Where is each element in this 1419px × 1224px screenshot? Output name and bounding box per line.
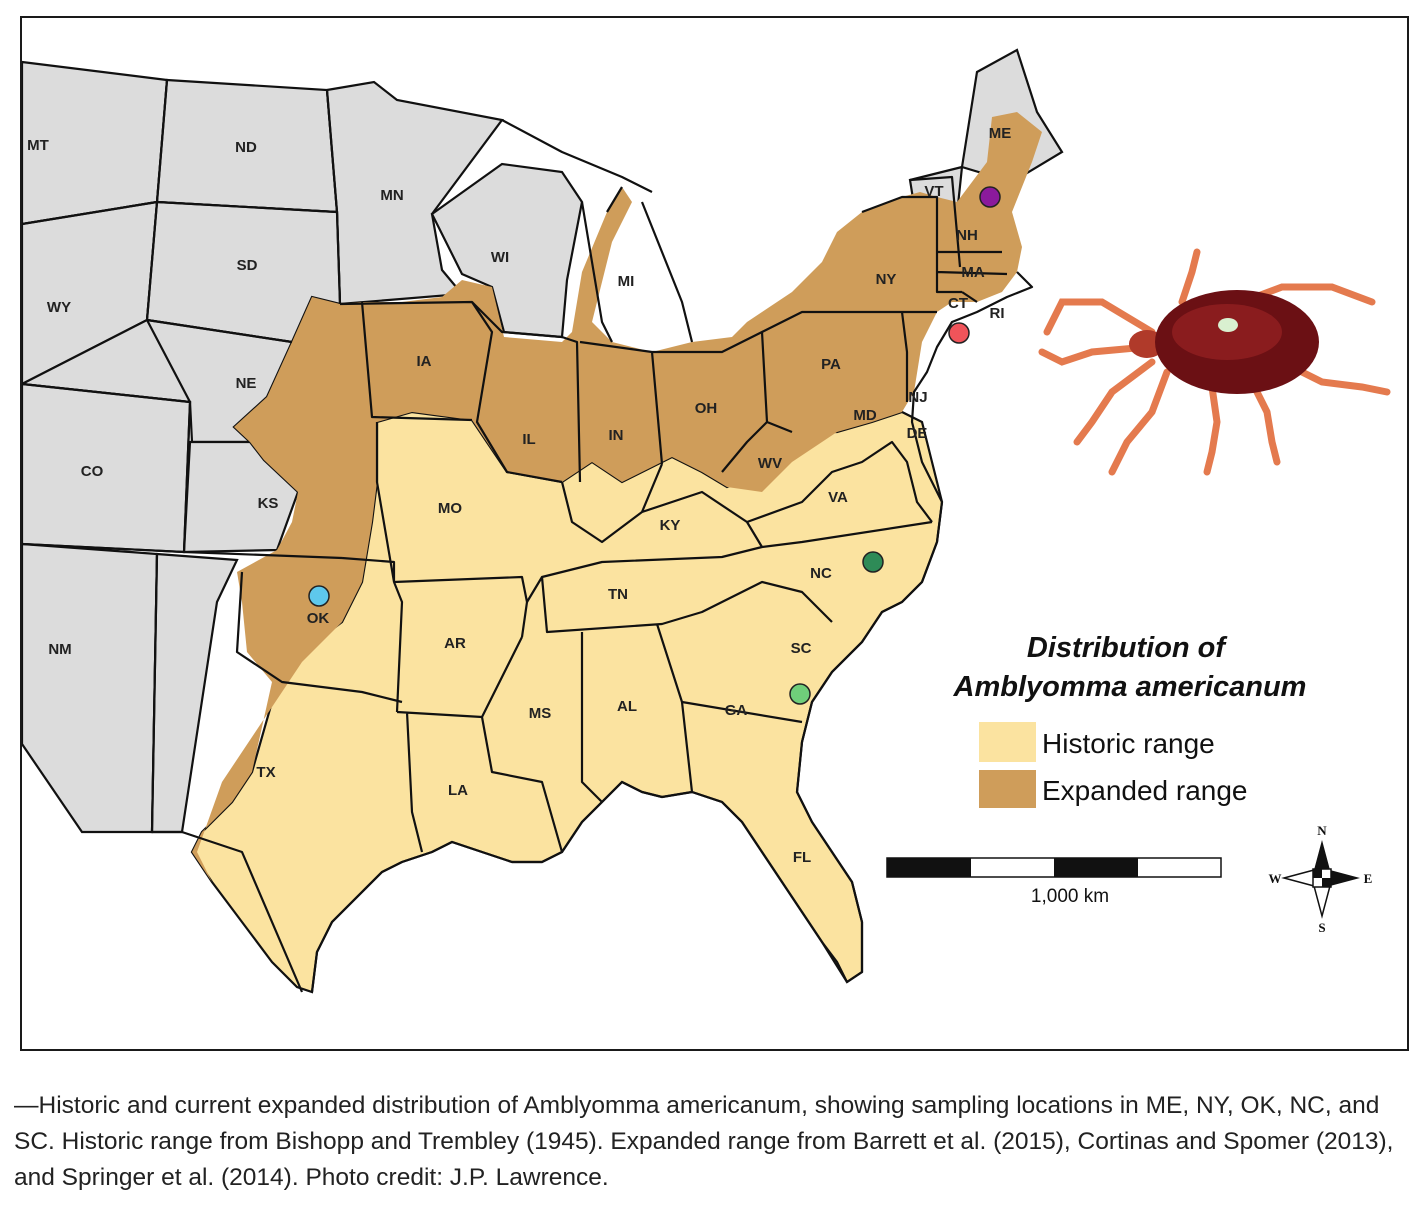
label-va: VA [828,489,848,506]
label-ma: MA [961,264,984,281]
range-map: MT ND MN WI MI ME VT NH MA NY CT RI WY S… [22,18,1407,1049]
label-tn: TN [608,586,628,603]
label-nc: NC [810,565,832,582]
coastline-gulf [310,780,848,993]
label-wy: WY [47,299,71,316]
label-ne: NE [236,375,257,392]
label-mo: MO [438,500,462,517]
compass-n: N [1317,823,1327,838]
label-tx: TX [256,764,275,781]
figure-caption: —Historic and current expanded distribut… [14,1092,1394,1191]
border-virginia [746,440,933,524]
legend-swatch-historic [979,722,1036,762]
label-fl: FL [793,849,811,866]
compass-rose: N S W E [1269,823,1373,935]
sampling-site-nc [862,551,884,573]
label-mi: MI [618,273,635,290]
border-kentucky [560,463,763,548]
label-me: ME [989,125,1012,142]
coastline-east [795,271,1034,983]
label-mt: MT [27,137,49,154]
label-ct: CT [948,295,968,312]
sampling-site-ok [308,585,330,607]
legend-label-expanded: Expanded range [1042,775,1248,806]
compass-s: S [1318,920,1325,935]
label-il: IL [522,431,535,448]
label-ny: NY [876,271,897,288]
sampling-sites [308,186,1001,705]
expanded-range [192,112,1042,882]
label-ks: KS [258,495,279,512]
legend-title-line1: Distribution of [1027,632,1228,664]
label-ky: KY [660,517,681,534]
label-al: AL [617,698,637,715]
state-co [22,382,192,554]
scale-bar: 1,000 km [886,857,1222,907]
label-ok: OK [307,610,330,627]
legend-title-line2: Amblyomma americanum [953,671,1307,703]
state-labels: MT ND MN WI MI ME VT NH MA NY CT RI WY S… [27,125,1011,866]
label-ga: GA [725,702,748,719]
border-midwest [360,301,793,484]
label-in: IN [609,427,624,444]
label-mn: MN [380,187,403,204]
label-de: DE [907,425,928,442]
scale-bar-label: 1,000 km [1031,886,1109,907]
border-central [339,300,564,853]
sampling-site-ny [948,322,970,344]
map-legend: Distribution of Amblyomma americanum His… [953,632,1307,808]
label-ar: AR [444,635,466,652]
border-south [526,520,933,803]
label-la: LA [448,782,468,799]
label-md: MD [853,407,876,424]
label-nm: NM [48,641,71,658]
border-northeast [761,175,1008,402]
label-vt: VT [924,183,943,200]
label-wi: WI [491,249,509,266]
label-ms: MS [529,705,552,722]
border-texas [152,571,403,993]
tick-photo [1038,248,1391,476]
label-sc: SC [791,640,812,657]
label-co: CO [81,463,104,480]
compass-w: W [1269,871,1282,886]
label-oh: OH [695,400,718,417]
label-sd: SD [237,257,258,274]
range-map-frame: MT ND MN WI MI ME VT NH MA NY CT RI WY S… [20,16,1409,1051]
label-nj: NJ [908,389,927,406]
label-wv: WV [758,455,782,472]
compass-e: E [1364,871,1373,886]
legend-label-historic: Historic range [1042,728,1215,759]
label-ia: IA [417,353,432,370]
state-nm [22,542,159,834]
sampling-site-sc [789,683,811,705]
state-wi [430,162,584,339]
legend-swatch-expanded [979,770,1036,808]
label-nd: ND [235,139,257,156]
state-borders [22,79,1034,993]
sampling-site-me [979,186,1001,208]
coastline-lakes [501,119,694,343]
label-pa: PA [821,356,841,373]
border-west [22,79,343,833]
label-nh: NH [956,227,978,244]
label-ri: RI [990,305,1005,322]
